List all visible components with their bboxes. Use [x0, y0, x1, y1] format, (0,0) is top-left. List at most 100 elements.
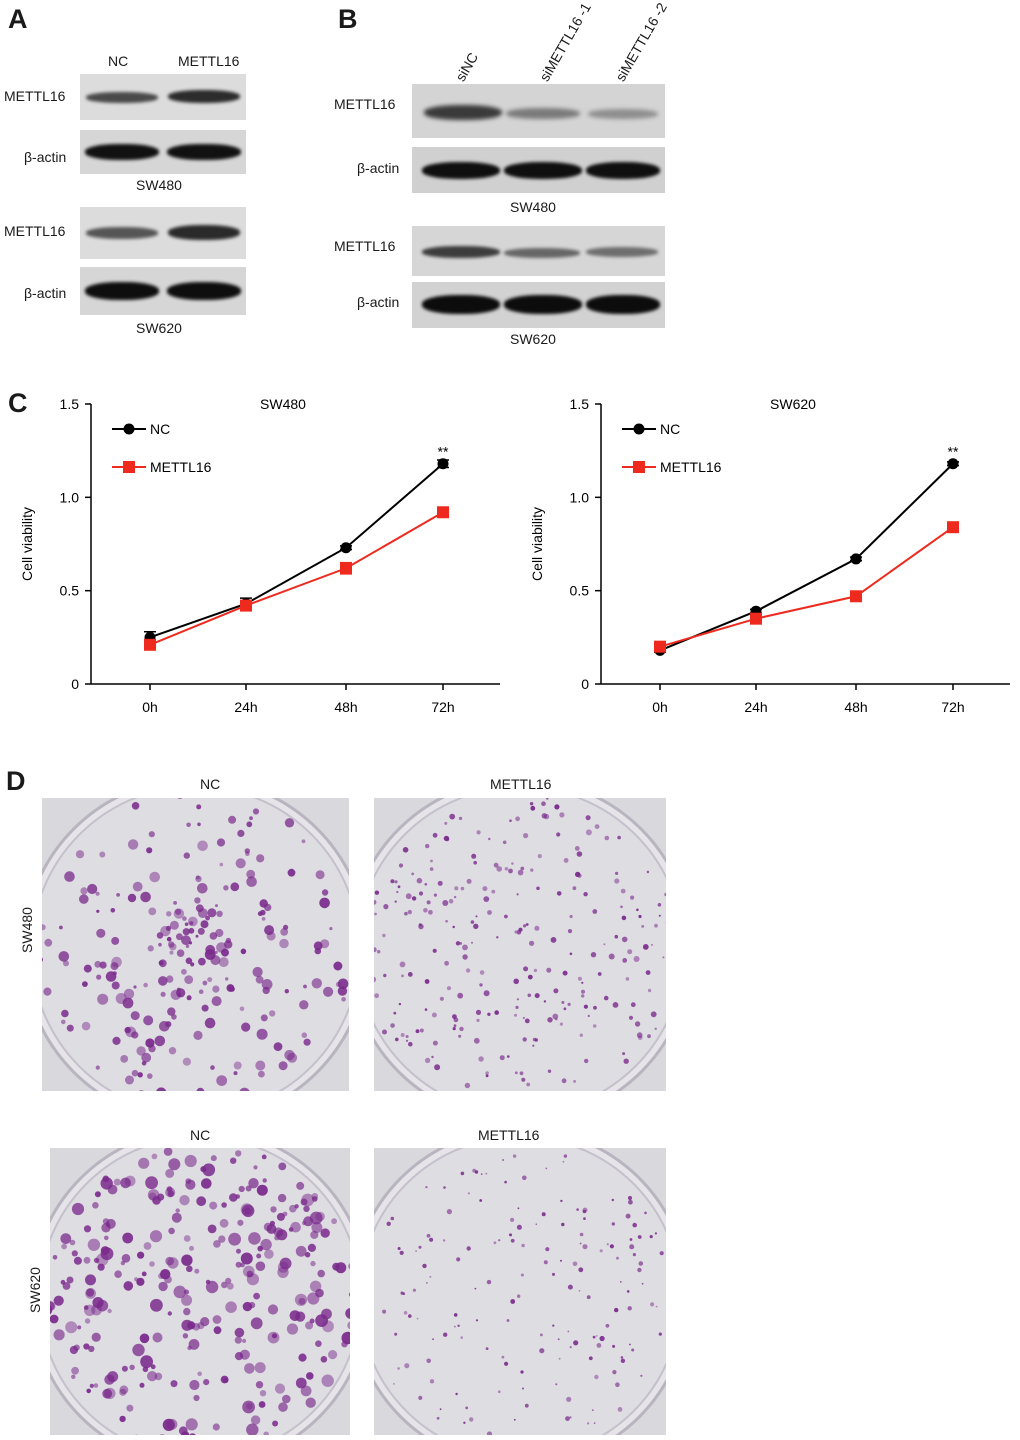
colony [483, 990, 490, 997]
colony [511, 862, 514, 865]
colony [221, 1202, 227, 1208]
colony [583, 1004, 588, 1009]
colony [562, 1160, 565, 1163]
colony-dish-sw620-nc [50, 1148, 350, 1435]
colony [641, 1282, 644, 1285]
colony [83, 1305, 89, 1310]
colony [578, 1289, 581, 1292]
colony [382, 1309, 387, 1314]
colony [502, 1159, 505, 1161]
colony [382, 1029, 387, 1035]
colony [323, 986, 334, 997]
colony [404, 1363, 410, 1369]
colony [246, 821, 253, 828]
colony [97, 1263, 105, 1271]
colony [567, 1002, 571, 1006]
colony [654, 1027, 657, 1030]
colony [616, 1256, 619, 1260]
colony [200, 1317, 210, 1327]
dish-plate [50, 1148, 350, 1435]
colony [332, 1262, 340, 1271]
colony [512, 1154, 517, 1158]
dish-col-mettl16-bottom: METTL16 [478, 1127, 540, 1143]
colony [234, 1336, 242, 1344]
colony [196, 1196, 207, 1207]
colony [636, 908, 639, 912]
colony [148, 831, 155, 838]
colony [478, 1056, 484, 1062]
data-point [437, 458, 449, 470]
colony [210, 1065, 215, 1070]
colony [95, 1065, 100, 1070]
x-tick-label: 72h [941, 699, 964, 715]
colony [585, 815, 591, 821]
panel-label-b: B [338, 4, 358, 34]
colony [407, 972, 413, 977]
colony [278, 1402, 288, 1412]
panel-label-a: A [8, 4, 28, 34]
colony [454, 886, 459, 891]
colony [547, 1069, 552, 1073]
blot-b-caption-sw620: SW620 [510, 331, 556, 347]
colony [311, 1222, 323, 1233]
colony [156, 1087, 167, 1091]
colony [279, 1257, 292, 1270]
colony [315, 870, 325, 880]
colony [314, 947, 322, 955]
colony [498, 1390, 501, 1393]
colony [573, 1080, 576, 1083]
colony [520, 1370, 524, 1374]
colony [541, 1212, 546, 1217]
colony [181, 1319, 193, 1331]
colony [239, 1087, 250, 1091]
colony [59, 925, 63, 930]
colony [470, 920, 475, 924]
colony [209, 932, 218, 940]
blot-b-mettl16-sw480 [412, 84, 665, 138]
colony [633, 956, 640, 962]
blot-a-mettl16-sw480 [80, 74, 246, 120]
colony [58, 951, 70, 962]
colony [552, 1272, 555, 1276]
colony [252, 808, 260, 815]
colony [207, 977, 213, 983]
colony [465, 1406, 469, 1410]
colony [543, 1000, 547, 1003]
colony [225, 977, 229, 981]
colony [597, 972, 602, 976]
colony [278, 1162, 287, 1171]
colony [233, 1071, 238, 1076]
colony [238, 1185, 245, 1193]
significance-label: ** [948, 444, 959, 460]
colony [189, 921, 194, 926]
colony [213, 1240, 221, 1248]
colony [493, 862, 499, 868]
colony [141, 1060, 147, 1066]
colony [121, 1254, 131, 1263]
colony [305, 1321, 314, 1330]
colony [321, 889, 329, 896]
colony [561, 1001, 565, 1004]
colony [317, 1269, 326, 1278]
colony [132, 1343, 145, 1357]
colony [230, 882, 240, 892]
colony [502, 840, 507, 845]
colony [203, 1379, 210, 1386]
colony [214, 950, 218, 954]
colony [485, 1071, 489, 1075]
colony [532, 1044, 535, 1047]
colony [612, 1344, 616, 1348]
colony [207, 1224, 217, 1234]
colony [521, 1243, 525, 1248]
colony [383, 904, 389, 910]
colony [62, 1282, 71, 1290]
colony [574, 846, 580, 851]
colony [456, 1257, 461, 1262]
blot-b-row-mettl16-sw480: METTL16 [334, 96, 396, 112]
colony [425, 843, 430, 849]
colony [569, 1346, 572, 1349]
colony [169, 920, 179, 930]
colony [85, 1274, 96, 1286]
colony [407, 909, 412, 915]
blot-a-row-mettl16-sw620: METTL16 [4, 223, 66, 239]
